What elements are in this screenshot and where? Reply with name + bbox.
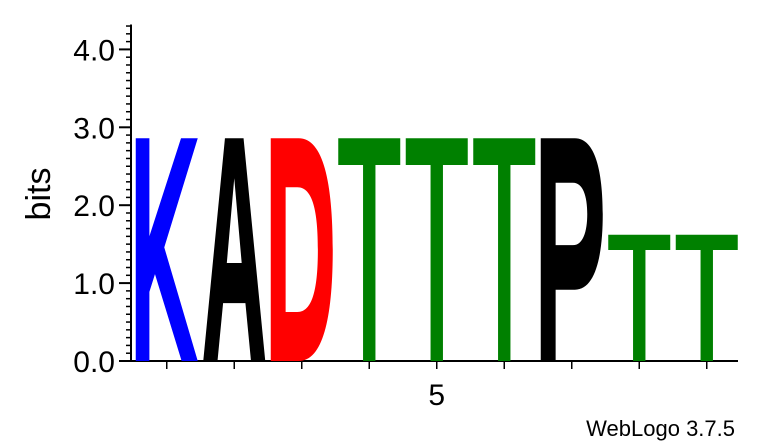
logo-column-8 xyxy=(608,234,671,361)
letter-D xyxy=(270,138,333,361)
letter-A xyxy=(203,138,266,361)
letter-K xyxy=(135,138,198,361)
logo-column-9 xyxy=(675,234,738,361)
logo-column-2 xyxy=(203,138,266,361)
y-tick-label: 4.0 xyxy=(73,34,115,67)
y-tick-label: 1.0 xyxy=(73,268,115,301)
letter-T xyxy=(608,234,671,361)
logo-column-3 xyxy=(270,138,333,361)
y-tick-label: 0.0 xyxy=(73,346,115,379)
logo-letters xyxy=(135,138,738,361)
logo-column-5 xyxy=(405,138,468,361)
letter-T xyxy=(405,138,468,361)
logo-column-4 xyxy=(338,138,401,361)
logo-column-6 xyxy=(473,138,536,361)
x-tick-label: 5 xyxy=(428,379,445,412)
letter-P xyxy=(540,138,603,361)
y-axis-label: bits xyxy=(20,168,58,221)
axes: 0.0 1.0 2.0 3.0 4.0 5 xyxy=(73,24,738,412)
weblogo-version-footer: WebLogo 3.7.5 xyxy=(586,416,735,441)
letter-T xyxy=(338,138,401,361)
logo-column-7 xyxy=(540,138,603,361)
y-tick-label: 3.0 xyxy=(73,112,115,145)
letter-T xyxy=(675,234,738,361)
logo-column-1 xyxy=(135,138,198,361)
y-tick-label: 2.0 xyxy=(73,190,115,223)
letter-T xyxy=(473,138,536,361)
